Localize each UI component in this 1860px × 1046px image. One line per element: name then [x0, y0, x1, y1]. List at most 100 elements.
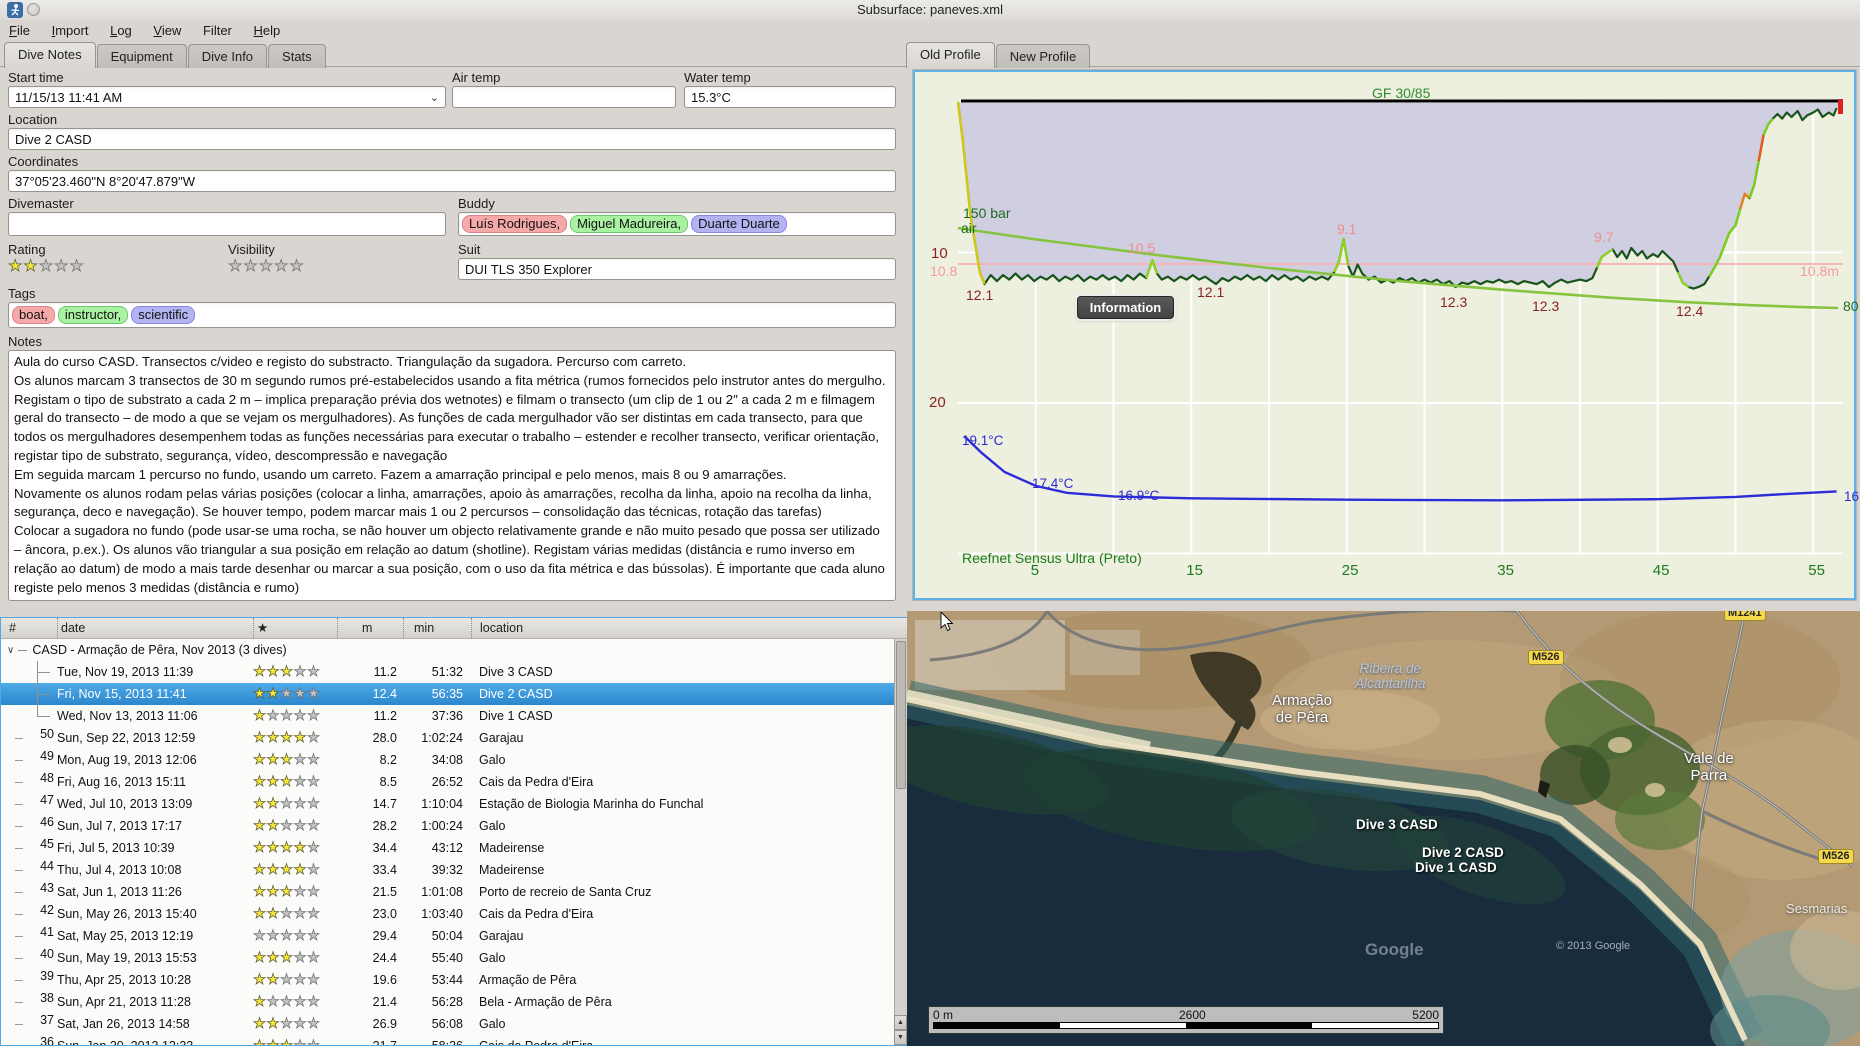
- star-empty-icon[interactable]: ★: [266, 708, 280, 725]
- notes-textarea[interactable]: Aula do curso CASD. Transectos c/video e…: [8, 350, 896, 601]
- star-empty-icon[interactable]: ★: [280, 972, 294, 989]
- star-empty-icon[interactable]: ★: [307, 730, 321, 747]
- tags-field[interactable]: boat, instructor, scientific: [8, 302, 896, 328]
- star-empty-icon[interactable]: ★: [307, 928, 321, 945]
- star-filled-icon[interactable]: ★: [280, 752, 294, 769]
- star-empty-icon[interactable]: ★: [293, 884, 307, 901]
- star-filled-icon[interactable]: ★: [266, 840, 280, 857]
- star-empty-icon[interactable]: ★: [69, 258, 85, 276]
- star-filled-icon[interactable]: ★: [280, 884, 294, 901]
- star-filled-icon[interactable]: ★: [266, 1038, 280, 1046]
- star-filled-icon[interactable]: ★: [253, 884, 267, 901]
- star-empty-icon[interactable]: ★: [280, 686, 294, 703]
- star-filled-icon[interactable]: ★: [280, 950, 294, 967]
- star-filled-icon[interactable]: ★: [280, 730, 294, 747]
- star-empty-icon[interactable]: ★: [307, 818, 321, 835]
- star-filled-icon[interactable]: ★: [266, 972, 280, 989]
- star-filled-icon[interactable]: ★: [266, 950, 280, 967]
- star-filled-icon[interactable]: ★: [266, 818, 280, 835]
- tab-old-profile[interactable]: Old Profile: [906, 42, 995, 68]
- star-empty-icon[interactable]: ★: [293, 708, 307, 725]
- star-empty-icon[interactable]: ★: [280, 796, 294, 813]
- star-filled-icon[interactable]: ★: [280, 862, 294, 879]
- star-filled-icon[interactable]: ★: [253, 840, 267, 857]
- star-empty-icon[interactable]: ★: [307, 752, 321, 769]
- dive-row[interactable]: 48 Fri, Aug 16, 2013 15:11 ★★★★★ 8.5 26:52 Ca…: [1, 771, 907, 793]
- star-filled-icon[interactable]: ★: [253, 1038, 267, 1046]
- dive-list-table[interactable]: # date ★ m min location ∨ CASD - Armação…: [0, 617, 908, 1046]
- column-header-duration[interactable]: min: [403, 618, 471, 638]
- dive-list-scrollbar[interactable]: [894, 639, 907, 1045]
- star-filled-icon[interactable]: ★: [266, 774, 280, 791]
- star-filled-icon[interactable]: ★: [266, 906, 280, 923]
- column-header-rating[interactable]: ★: [253, 618, 337, 638]
- menu-import[interactable]: Import: [51, 23, 89, 38]
- column-header-num[interactable]: #: [9, 621, 16, 635]
- star-empty-icon[interactable]: ★: [307, 1016, 321, 1033]
- column-header-depth[interactable]: m: [337, 618, 403, 638]
- star-filled-icon[interactable]: ★: [266, 862, 280, 879]
- star-empty-icon[interactable]: ★: [293, 774, 307, 791]
- star-empty-icon[interactable]: ★: [307, 972, 321, 989]
- rating-stars[interactable]: ★★★★★: [8, 256, 85, 276]
- star-empty-icon[interactable]: ★: [293, 752, 307, 769]
- star-empty-icon[interactable]: ★: [307, 664, 321, 681]
- star-empty-icon[interactable]: ★: [258, 258, 275, 276]
- tab-equipment[interactable]: Equipment: [96, 44, 187, 68]
- star-filled-icon[interactable]: ★: [266, 686, 280, 703]
- star-empty-icon[interactable]: ★: [307, 994, 321, 1011]
- dive-row[interactable]: Tue, Nov 19, 2013 11:39 ★★★★★ 11.2 51:32 Div…: [1, 661, 907, 683]
- dive-row[interactable]: 43 Sat, Jun 1, 2013 11:26 ★★★★★ 21.5 1:01:08…: [1, 881, 907, 903]
- star-filled-icon[interactable]: ★: [253, 972, 267, 989]
- information-button[interactable]: Information: [1077, 296, 1174, 319]
- star-filled-icon[interactable]: ★: [23, 258, 39, 276]
- star-filled-icon[interactable]: ★: [253, 1016, 267, 1033]
- star-filled-icon[interactable]: ★: [253, 818, 267, 835]
- column-header-location[interactable]: location: [471, 618, 907, 638]
- star-filled-icon[interactable]: ★: [8, 258, 24, 276]
- dive-row[interactable]: Wed, Nov 13, 2013 11:06 ★★★★★ 11.2 37:36 Div…: [1, 705, 907, 727]
- dive-row[interactable]: 40 Sun, May 19, 2013 15:53 ★★★★★ 24.4 55:40 G…: [1, 947, 907, 969]
- star-empty-icon[interactable]: ★: [253, 928, 267, 945]
- scroll-up-button[interactable]: ▲: [894, 1015, 907, 1030]
- star-empty-icon[interactable]: ★: [280, 906, 294, 923]
- trip-row[interactable]: ∨ CASD - Armação de Pêra, Nov 2013 (3 di…: [1, 639, 907, 661]
- divemaster-field[interactable]: [8, 212, 446, 236]
- dive-row[interactable]: 36 Sun, Jan 20, 2013 12:33 ★★★★★ 21.7 58:36 C…: [1, 1035, 907, 1046]
- star-empty-icon[interactable]: ★: [280, 708, 294, 725]
- scrollbar-thumb[interactable]: [896, 641, 906, 789]
- star-filled-icon[interactable]: ★: [253, 796, 267, 813]
- star-filled-icon[interactable]: ★: [280, 774, 294, 791]
- star-empty-icon[interactable]: ★: [293, 906, 307, 923]
- star-empty-icon[interactable]: ★: [266, 928, 280, 945]
- star-empty-icon[interactable]: ★: [293, 950, 307, 967]
- location-field[interactable]: Dive 2 CASD: [8, 128, 896, 150]
- star-empty-icon[interactable]: ★: [293, 1038, 307, 1046]
- star-filled-icon[interactable]: ★: [253, 862, 267, 879]
- menu-view[interactable]: View: [153, 23, 182, 38]
- star-filled-icon[interactable]: ★: [293, 730, 307, 747]
- dive-row[interactable]: 42 Sun, May 26, 2013 15:40 ★★★★★ 23.0 1:03:4…: [1, 903, 907, 925]
- star-filled-icon[interactable]: ★: [253, 906, 267, 923]
- suit-field[interactable]: DUI TLS 350 Explorer: [458, 258, 896, 280]
- star-empty-icon[interactable]: ★: [307, 686, 321, 703]
- dive-row[interactable]: 44 Thu, Jul 4, 2013 10:08 ★★★★★ 33.4 39:32 Ma…: [1, 859, 907, 881]
- star-empty-icon[interactable]: ★: [293, 796, 307, 813]
- star-filled-icon[interactable]: ★: [253, 774, 267, 791]
- tab-dive-notes[interactable]: Dive Notes: [4, 42, 96, 68]
- star-empty-icon[interactable]: ★: [293, 994, 307, 1011]
- star-empty-icon[interactable]: ★: [307, 840, 321, 857]
- star-filled-icon[interactable]: ★: [266, 730, 280, 747]
- star-filled-icon[interactable]: ★: [266, 796, 280, 813]
- buddy-field[interactable]: Luís Rodrigues, Miguel Madureira, Duarte D…: [458, 212, 896, 236]
- star-filled-icon[interactable]: ★: [253, 994, 267, 1011]
- tab-new-profile[interactable]: New Profile: [995, 44, 1091, 68]
- start-time-combobox[interactable]: 11/15/13 11:41 AM ⌄: [8, 86, 446, 108]
- dive-row[interactable]: 37 Sat, Jan 26, 2013 14:58 ★★★★★ 26.9 56:08 G…: [1, 1013, 907, 1035]
- dive-row[interactable]: 47 Wed, Jul 10, 2013 13:09 ★★★★★ 14.7 1:10:0…: [1, 793, 907, 815]
- dive-row[interactable]: 45 Fri, Jul 5, 2013 10:39 ★★★★★ 34.4 43:12 Ma…: [1, 837, 907, 859]
- menu-help[interactable]: Help: [253, 23, 281, 38]
- chevron-down-icon[interactable]: ⌄: [429, 91, 439, 104]
- star-empty-icon[interactable]: ★: [307, 862, 321, 879]
- water-temp-field[interactable]: 15.3°C: [684, 86, 896, 108]
